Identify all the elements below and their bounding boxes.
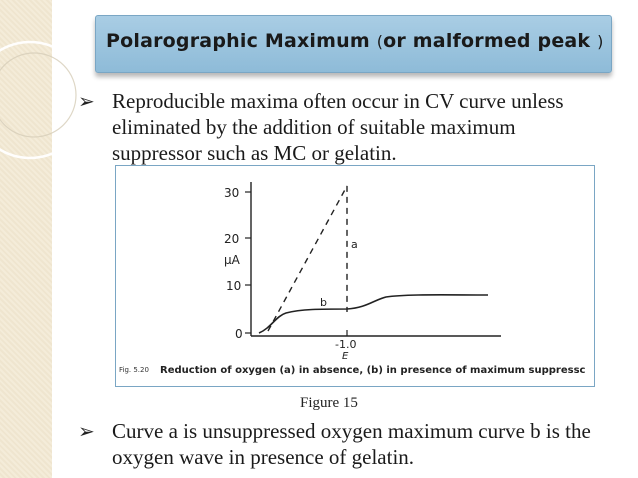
arrow-bullet-icon: ➢ xyxy=(78,89,95,113)
decorative-circles xyxy=(0,40,90,160)
title-paren-close: ) xyxy=(597,32,604,51)
curve-b xyxy=(258,294,489,334)
title-main: Polarographic Maximum xyxy=(106,30,370,52)
curve-a xyxy=(267,185,348,332)
title-sub: or malformed peak xyxy=(383,30,591,52)
x-tick-label: -1.0 xyxy=(335,338,356,351)
curve-a-label: a xyxy=(351,238,358,251)
figure-label: Figure 15 xyxy=(300,395,358,411)
figure-frame: 30 20 10 0 μA -1.0 E a b Fig. 5.20 Reduc… xyxy=(115,165,595,387)
figure-number: Fig. 5.20 xyxy=(119,366,149,374)
arrow-bullet-icon: ➢ xyxy=(78,419,95,443)
title-paren-open: ( xyxy=(376,32,384,51)
title-banner: Polarographic Maximum (or malformed peak… xyxy=(95,15,612,73)
y-tick-label-20: 20 xyxy=(224,232,239,246)
bullet-1-line-1: Reproducible maxima often occur in CV cu… xyxy=(112,89,564,113)
bullet-1-line-2: eliminated by the addition of suitable m… xyxy=(112,115,516,139)
left-decorative-band xyxy=(0,0,52,478)
y-tick-label-0: 0 xyxy=(235,327,243,341)
y-tick-label-10: 10 xyxy=(226,279,241,293)
bullet-2-line-2: oxygen wave in presence of gelatin. xyxy=(112,445,415,469)
y-unit-label: μA xyxy=(224,253,241,267)
slide-title: Polarographic Maximum (or malformed peak… xyxy=(106,30,604,52)
curve-b-label: b xyxy=(320,296,327,309)
figure-caption-text: Reduction of oxygen (a) in absence, (b) … xyxy=(160,365,586,376)
polarogram-figure: 30 20 10 0 μA -1.0 E a b Fig. 5.20 Reduc… xyxy=(119,182,586,376)
x-axis-label: E xyxy=(342,351,349,362)
bullet-1-line-3: suppressor such as MC or gelatin. xyxy=(112,141,397,165)
bullet-2-line-1: Curve a is unsuppressed oxygen maximum c… xyxy=(112,419,591,443)
y-tick-label-30: 30 xyxy=(224,186,239,200)
